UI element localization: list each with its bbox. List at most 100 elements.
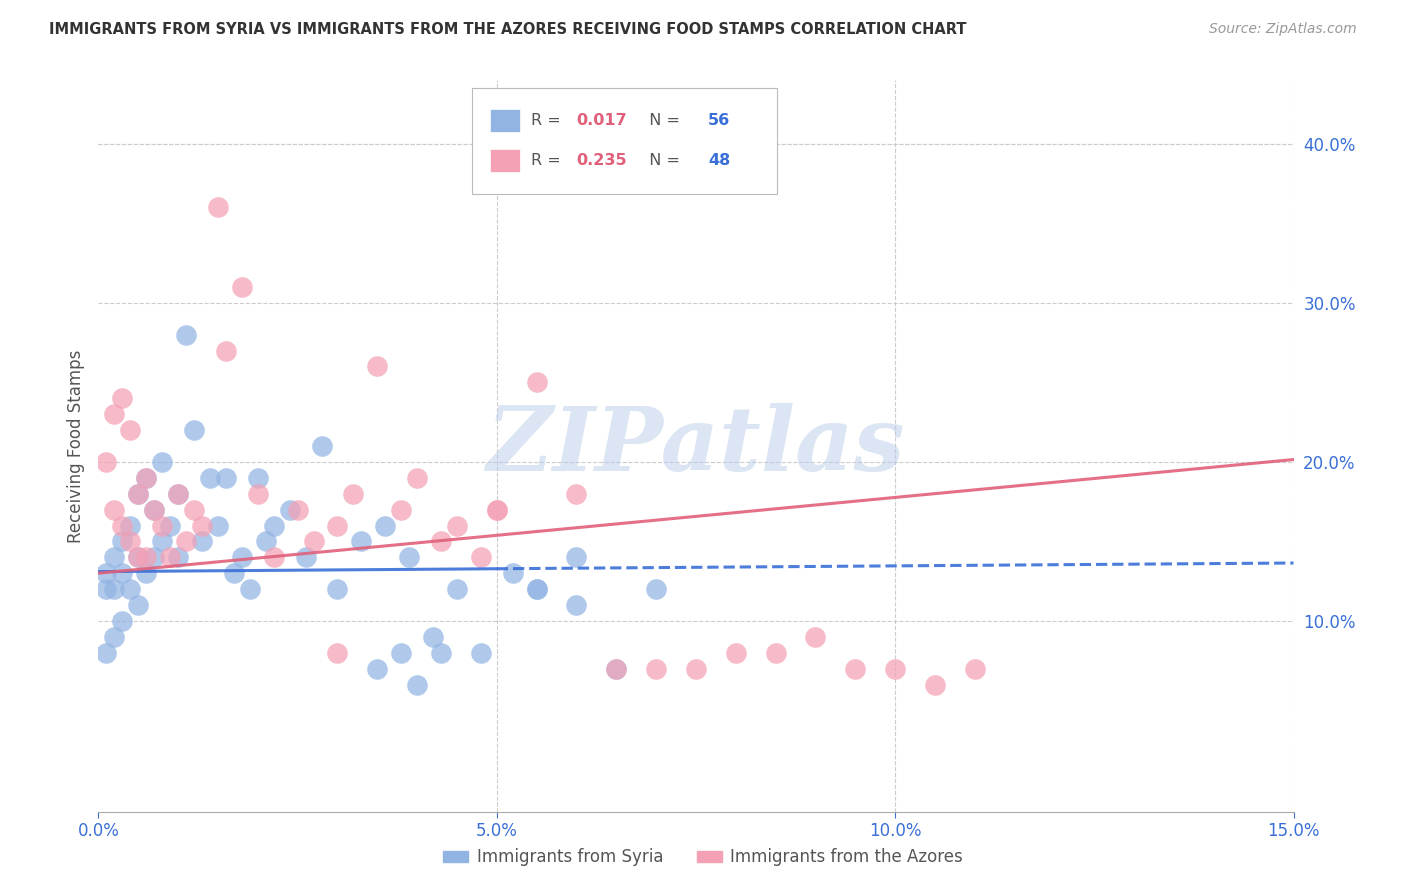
Point [406,677,429,691]
Point [326,582,349,596]
Point [470,550,492,565]
Point [804,630,827,644]
Point [231,280,253,294]
Point [565,598,588,612]
Point [215,343,238,358]
Point [485,502,508,516]
Point [446,582,468,596]
Point [389,502,412,516]
Point [143,502,166,516]
Point [127,486,149,500]
Point [246,486,269,500]
Point [135,471,157,485]
Point [605,662,627,676]
Point [239,582,262,596]
Point [287,502,309,516]
Point [246,471,269,485]
Point [765,646,787,660]
Point [254,534,277,549]
Point [127,550,149,565]
Point [103,407,125,421]
Point [389,646,412,660]
Point [724,646,747,660]
FancyBboxPatch shape [491,109,520,132]
Legend: Immigrants from Syria, Immigrants from the Azores: Immigrants from Syria, Immigrants from t… [437,842,969,873]
Text: 0.235: 0.235 [576,153,627,169]
Point [924,677,946,691]
Point [263,518,285,533]
Point [127,598,149,612]
Point [120,582,142,596]
Point [326,646,349,660]
Point [685,662,707,676]
Point [150,518,173,533]
Point [159,518,181,533]
Point [963,662,986,676]
Point [526,376,548,390]
Text: R =: R = [531,153,567,169]
Point [565,550,588,565]
Point [884,662,907,676]
Point [96,646,118,660]
FancyBboxPatch shape [491,149,520,172]
Point [111,614,134,628]
Point [311,439,333,453]
Point [111,518,134,533]
Point [96,582,118,596]
Point [96,566,118,581]
Point [350,534,373,549]
Point [366,359,388,374]
Text: 56: 56 [709,113,730,128]
Point [198,471,221,485]
Point [96,455,118,469]
Text: ZIPatlas: ZIPatlas [488,403,904,489]
Point [143,502,166,516]
FancyBboxPatch shape [472,87,778,194]
Point [645,662,668,676]
Point [174,327,197,342]
Point [159,550,181,565]
Point [183,423,205,437]
Point [111,566,134,581]
Point [135,550,157,565]
Text: 0.017: 0.017 [576,113,627,128]
Text: R =: R = [531,113,567,128]
Point [103,502,125,516]
Point [183,502,205,516]
Point [207,201,229,215]
Point [294,550,316,565]
Point [207,518,229,533]
Point [222,566,245,581]
Point [278,502,301,516]
Point [174,534,197,549]
Point [127,486,149,500]
Point [430,534,453,549]
Point [103,550,125,565]
Point [103,630,125,644]
Point [167,486,190,500]
Point [526,582,548,596]
Point [135,471,157,485]
Point [127,550,149,565]
Point [103,582,125,596]
Point [565,486,588,500]
Point [844,662,866,676]
Text: Source: ZipAtlas.com: Source: ZipAtlas.com [1209,22,1357,37]
Point [398,550,420,565]
Point [191,518,214,533]
Point [502,566,524,581]
Point [302,534,325,549]
Point [215,471,238,485]
Point [150,455,173,469]
Point [263,550,285,565]
Point [485,502,508,516]
Point [111,392,134,406]
Point [231,550,253,565]
Text: 48: 48 [709,153,730,169]
Point [605,662,627,676]
Point [645,582,668,596]
Point [470,646,492,660]
Text: IMMIGRANTS FROM SYRIA VS IMMIGRANTS FROM THE AZORES RECEIVING FOOD STAMPS CORREL: IMMIGRANTS FROM SYRIA VS IMMIGRANTS FROM… [49,22,967,37]
Y-axis label: Receiving Food Stamps: Receiving Food Stamps [66,350,84,542]
Point [422,630,444,644]
